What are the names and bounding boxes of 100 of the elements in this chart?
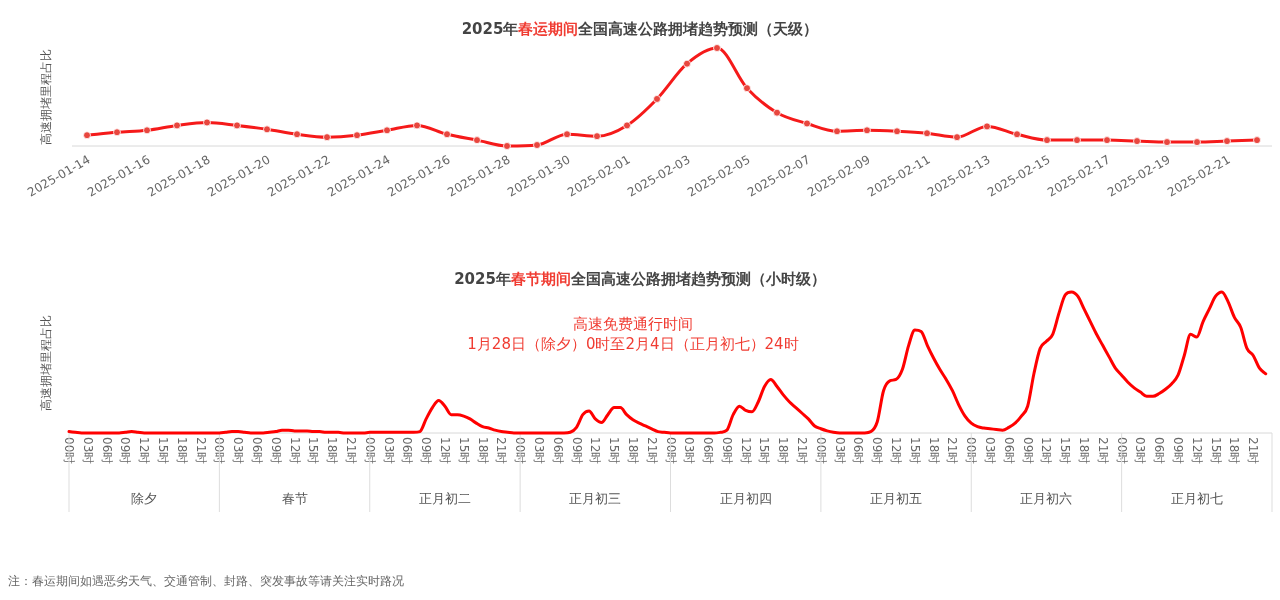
point — [383, 126, 391, 135]
x-tick-label: 00时 — [964, 437, 979, 465]
point — [773, 108, 781, 117]
x-tick-label: 15时 — [907, 437, 922, 465]
x-tick-label: 09时 — [419, 437, 434, 465]
point — [683, 59, 691, 68]
x-tick-label: 06时 — [701, 437, 716, 465]
x-tick-label: 21时 — [1246, 437, 1261, 465]
point — [953, 133, 961, 142]
point — [653, 95, 661, 103]
x-tick-label: 21时 — [1095, 437, 1110, 465]
x-tick-label: 00时 — [1114, 437, 1129, 465]
x-tick-label: 12时 — [1039, 437, 1054, 465]
point — [293, 130, 301, 139]
point — [413, 121, 421, 130]
x-tick-label: 00时 — [813, 437, 828, 465]
x-tick-label: 06时 — [1001, 437, 1016, 465]
text: 除夕 — [131, 491, 158, 506]
x-tick-label: 00时 — [513, 437, 528, 465]
x-tick-label: 21时 — [343, 437, 358, 465]
text: 正月初五 — [870, 491, 923, 506]
point — [473, 136, 481, 145]
annotation: 高速免费通行时间 — [573, 315, 693, 333]
point — [1043, 136, 1051, 145]
point — [563, 130, 571, 139]
point — [1193, 138, 1201, 146]
point — [1133, 137, 1141, 145]
point — [863, 126, 871, 135]
x-tick-label: 15时 — [1058, 437, 1073, 465]
y-axis-title: 高速拥堵里程占比 — [39, 49, 53, 145]
x-tick-label: 21时 — [494, 437, 509, 465]
point — [1253, 136, 1261, 145]
x-tick-label: 09时 — [118, 437, 133, 465]
point — [263, 125, 271, 134]
x-tick-label: 12时 — [437, 437, 452, 465]
x-tick-label: 18时 — [475, 437, 490, 465]
x-tick-label: 03时 — [80, 437, 95, 465]
x-tick-label: 03时 — [682, 437, 697, 465]
x-tick-label: 03时 — [832, 437, 847, 465]
x-tick-label: 15时 — [456, 437, 471, 465]
text: 正月初四 — [719, 491, 772, 506]
point — [923, 129, 931, 138]
point — [983, 122, 991, 131]
x-tick-label: 21时 — [644, 437, 659, 465]
x-tick-label: 09时 — [719, 437, 734, 465]
x-tick-label: 15时 — [306, 437, 321, 465]
x-tick-label: 09时 — [1171, 437, 1186, 465]
x-tick-label: 12时 — [1189, 437, 1204, 465]
point — [113, 128, 121, 137]
x-tick-label: 12时 — [588, 437, 603, 465]
point — [713, 44, 721, 52]
point — [1073, 136, 1081, 145]
point — [83, 131, 91, 140]
point — [233, 121, 241, 130]
x-tick-label: 09时 — [268, 437, 283, 465]
point — [1013, 130, 1021, 139]
x-tick-label: 06时 — [99, 437, 114, 465]
x-tick-label: 09时 — [870, 437, 885, 465]
text: 正月初二 — [418, 491, 471, 506]
x-tick-label: 12时 — [889, 437, 904, 465]
x-tick-label: 18时 — [174, 437, 189, 465]
x-tick-label: 09时 — [1020, 437, 1035, 465]
point — [593, 132, 601, 141]
x-tick-label: 18时 — [926, 437, 941, 465]
x-tick-label: 18时 — [625, 437, 640, 465]
x-tick-label: 00时 — [62, 437, 76, 465]
text: 春节 — [281, 491, 308, 506]
x-tick-label: 18时 — [1227, 437, 1242, 465]
x-tick-label: 15时 — [1208, 437, 1223, 465]
x-tick-label: 00时 — [212, 437, 227, 465]
point — [443, 130, 451, 139]
x-tick-label: 06时 — [550, 437, 565, 465]
x-tick-label: 21时 — [795, 437, 810, 465]
x-tick-label: 18时 — [1077, 437, 1092, 465]
x-tick-label: 06时 — [249, 437, 264, 465]
x-tick-label: 12时 — [738, 437, 753, 465]
x-tick-label: 21时 — [193, 437, 208, 465]
x-tick-label: 03时 — [231, 437, 246, 465]
point — [803, 119, 811, 128]
text: 正月初六 — [1020, 491, 1073, 506]
chart-title: 2025年春节期间全国高速公路拥堵趋势预测（小时级） — [454, 270, 826, 288]
x-tick-label: 03时 — [531, 437, 546, 465]
x-tick-label: 09时 — [569, 437, 584, 465]
point — [203, 118, 211, 127]
x-tick-label: 15时 — [155, 437, 170, 465]
point — [173, 121, 181, 130]
point — [1223, 137, 1231, 145]
point — [503, 142, 511, 150]
x-tick-label: 18时 — [325, 437, 340, 465]
x-tick-label: 12时 — [287, 437, 302, 465]
x-tick-label: 06时 — [1152, 437, 1167, 465]
x-tick-label: 21时 — [945, 437, 960, 465]
point — [1163, 138, 1171, 146]
point — [1103, 136, 1111, 145]
x-tick-label: 06时 — [851, 437, 866, 465]
point — [833, 127, 841, 136]
x-tick-label: 03时 — [381, 437, 396, 465]
x-tick-label: 12时 — [137, 437, 152, 465]
text: 正月初三 — [569, 491, 622, 506]
text: 注：春运期间如遇恶劣天气、交通管制、封路、突发事故等请关注实时路况 — [8, 574, 404, 588]
